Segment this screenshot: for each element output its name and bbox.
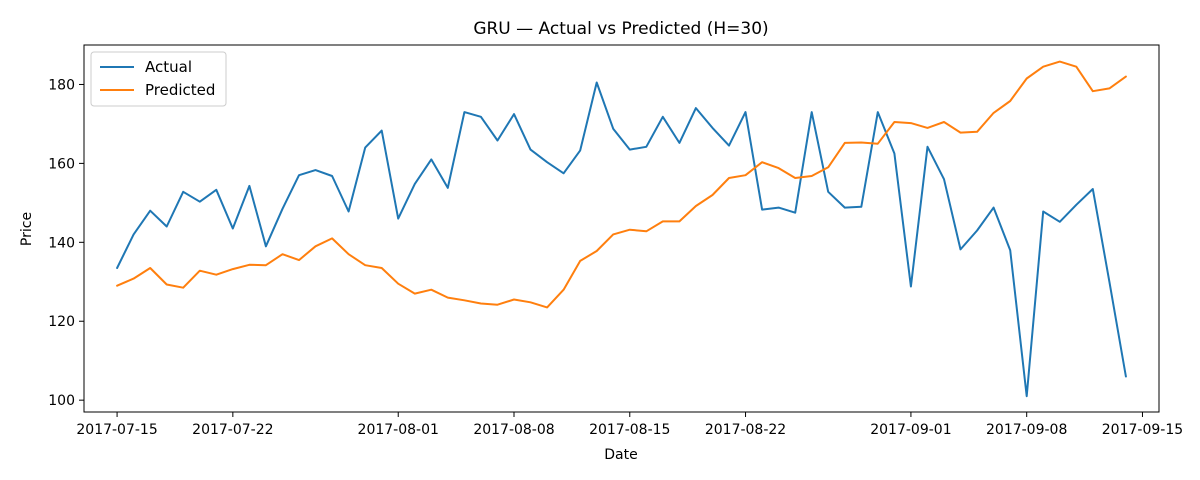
plot-area (83, 44, 1160, 413)
chart-title: GRU — Actual vs Predicted (H=30) (473, 19, 768, 39)
series-line-predicted (116, 60, 1127, 309)
x-tick-label: 2017-08-15 (589, 422, 670, 438)
legend-box (90, 51, 227, 107)
x-tick-label: 2017-09-08 (986, 422, 1067, 438)
legend-label-predicted: Predicted (145, 81, 215, 99)
x-axis-ticks: 2017-07-15 2017-07-22 2017-08-01 2017-08-08… (76, 412, 1183, 438)
x-tick-label: 2017-09-01 (870, 422, 951, 438)
x-tick-label: 2017-08-08 (473, 422, 554, 438)
x-tick-label: 2017-07-15 (76, 422, 157, 438)
legend-label-actual: Actual (145, 58, 192, 76)
x-tick-label: 2017-07-22 (192, 422, 273, 438)
y-tick-label: 120 (48, 314, 75, 330)
x-tick-label: 2017-08-01 (358, 422, 439, 438)
y-tick-label: 180 (48, 77, 75, 93)
x-axis-label: Date (604, 447, 637, 463)
y-tick-label: 100 (48, 393, 75, 409)
y-axis-label: Price (19, 212, 35, 246)
series-line-actual (116, 81, 1127, 398)
x-tick-label: 2017-08-22 (705, 422, 786, 438)
y-tick-label: 140 (48, 235, 75, 251)
legend: Actual Predicted (90, 51, 227, 107)
plot-frame (83, 44, 1160, 413)
series-layer (116, 60, 1127, 398)
y-axis-ticks: 100 120 140 160 180 (48, 77, 84, 409)
x-tick-label: 2017-09-15 (1102, 422, 1183, 438)
y-tick-label: 160 (48, 156, 75, 172)
